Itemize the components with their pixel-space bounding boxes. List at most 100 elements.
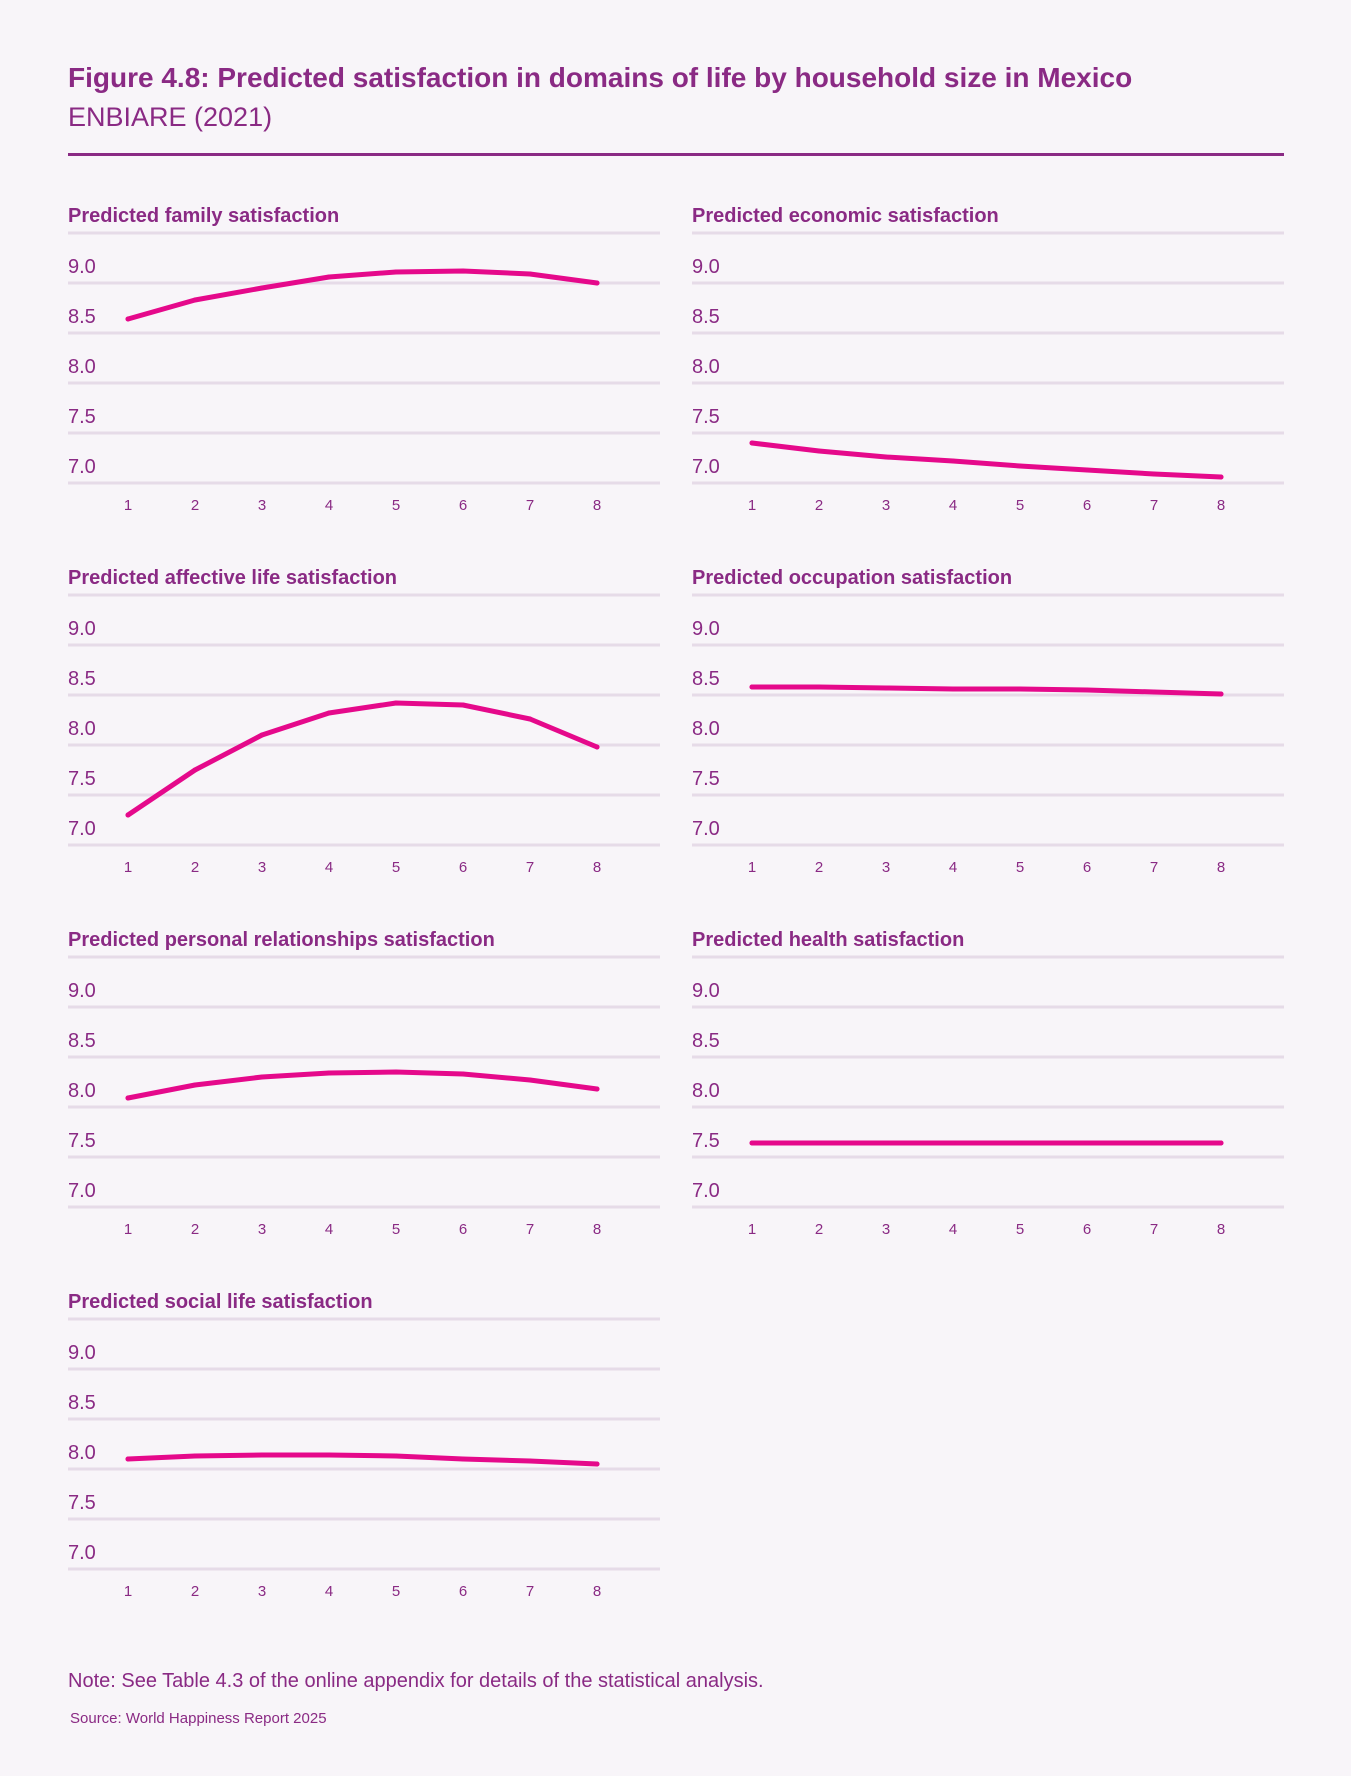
x-tick-label: 1 xyxy=(748,859,756,876)
data-point xyxy=(883,685,889,691)
data-point xyxy=(1218,1140,1224,1146)
x-tick-label: 5 xyxy=(392,497,400,514)
x-tick-label: 3 xyxy=(258,497,266,514)
y-tick-label: 9.0 xyxy=(68,980,96,1002)
data-point xyxy=(594,1461,600,1467)
data-point xyxy=(460,1456,466,1462)
data-point xyxy=(460,1071,466,1077)
series-line xyxy=(125,268,600,322)
chart-panel: Predicted affective life satisfaction 9.0… xyxy=(68,567,660,887)
y-tick-label: 8.5 xyxy=(68,1392,96,1414)
chart-title: Predicted affective life satisfaction xyxy=(68,567,398,589)
chart-panel: Predicted health satisfaction 9.0 8.5 8.0 7.… xyxy=(692,929,1284,1249)
y-tick-label: 7.5 xyxy=(68,406,96,428)
data-point xyxy=(527,1458,533,1464)
data-point xyxy=(1151,471,1157,477)
chart-title: Predicted family satisfaction xyxy=(68,205,340,227)
x-tick-label: 8 xyxy=(1217,1221,1225,1238)
x-tick-label: 7 xyxy=(526,859,534,876)
x-tick-label: 1 xyxy=(124,497,132,514)
data-point xyxy=(460,702,466,708)
data-point xyxy=(1017,463,1023,469)
x-tick-label: 7 xyxy=(1150,497,1158,514)
chart-panel: Predicted occupation satisfaction 9.0 8.5 8… xyxy=(692,567,1284,887)
x-tick-label: 4 xyxy=(325,1221,333,1238)
x-tick-label: 2 xyxy=(191,1221,199,1238)
chart-title: Predicted health satisfaction xyxy=(692,929,965,951)
line-chart: 9.0 8.5 8.0 7.5 7.0 1 2 3 4 5 6 7 8 xyxy=(692,593,1284,876)
x-tick-label: 4 xyxy=(949,859,957,876)
y-tick-label: 8.5 xyxy=(692,306,720,328)
x-tick-label: 7 xyxy=(1150,1221,1158,1238)
x-tick-label: 1 xyxy=(124,1583,132,1600)
data-point xyxy=(125,812,131,818)
data-point xyxy=(259,285,265,291)
y-tick-label: 7.0 xyxy=(692,456,720,478)
data-point xyxy=(527,716,533,722)
y-tick-label: 8.5 xyxy=(692,1030,720,1052)
source-credit: Source: World Happiness Report 2025 xyxy=(70,1710,327,1727)
y-tick-label: 8.5 xyxy=(692,668,720,690)
y-tick-label: 8.0 xyxy=(68,356,96,378)
data-point xyxy=(1151,689,1157,695)
data-point xyxy=(1151,1140,1157,1146)
figure-title: Figure 4.8: Predicted satisfaction in do… xyxy=(68,62,1133,93)
data-point xyxy=(816,684,822,690)
data-point xyxy=(259,1452,265,1458)
series-line xyxy=(125,1069,600,1101)
y-tick-label: 8.0 xyxy=(692,718,720,740)
x-tick-label: 2 xyxy=(815,859,823,876)
data-point xyxy=(393,1453,399,1459)
y-tick-label: 8.5 xyxy=(68,668,96,690)
y-tick-label: 7.5 xyxy=(692,768,720,790)
x-tick-label: 4 xyxy=(325,497,333,514)
chart-panel: Predicted personal relationships satisfa… xyxy=(68,929,660,1249)
x-tick-label: 3 xyxy=(882,859,890,876)
x-tick-label: 3 xyxy=(258,1583,266,1600)
x-tick-label: 5 xyxy=(392,1221,400,1238)
x-tick-label: 5 xyxy=(1016,1221,1024,1238)
data-point xyxy=(1017,686,1023,692)
x-tick-label: 5 xyxy=(1016,859,1024,876)
data-point xyxy=(326,710,332,716)
x-tick-label: 2 xyxy=(815,497,823,514)
x-tick-label: 6 xyxy=(1083,859,1091,876)
data-point xyxy=(950,1140,956,1146)
x-tick-label: 6 xyxy=(1083,1221,1091,1238)
data-point xyxy=(749,684,755,690)
series-line xyxy=(125,1452,600,1467)
data-point xyxy=(594,744,600,750)
figure-subtitle: ENBIARE (2021) xyxy=(68,102,273,132)
data-point xyxy=(393,1069,399,1075)
y-tick-label: 8.5 xyxy=(68,1030,96,1052)
x-tick-label: 4 xyxy=(949,497,957,514)
data-point xyxy=(594,1086,600,1092)
y-tick-label: 7.0 xyxy=(68,818,96,840)
x-tick-label: 3 xyxy=(258,859,266,876)
x-tick-label: 7 xyxy=(1150,859,1158,876)
x-tick-label: 8 xyxy=(593,1221,601,1238)
line-chart: 9.0 8.5 8.0 7.5 7.0 1 2 3 4 5 6 7 8 xyxy=(68,955,660,1238)
y-tick-label: 9.0 xyxy=(692,256,720,278)
x-tick-label: 5 xyxy=(392,1583,400,1600)
data-point xyxy=(950,686,956,692)
x-tick-label: 7 xyxy=(526,1221,534,1238)
y-tick-label: 9.0 xyxy=(68,256,96,278)
y-tick-label: 8.0 xyxy=(68,1442,96,1464)
header-divider xyxy=(68,153,1284,156)
data-point xyxy=(192,297,198,303)
x-tick-label: 6 xyxy=(459,497,467,514)
y-tick-label: 8.0 xyxy=(692,356,720,378)
x-tick-label: 3 xyxy=(258,1221,266,1238)
series-line xyxy=(749,440,1224,480)
data-point xyxy=(527,1077,533,1083)
y-tick-label: 7.5 xyxy=(692,406,720,428)
data-point xyxy=(816,1140,822,1146)
x-tick-label: 8 xyxy=(593,1583,601,1600)
line-chart: 9.0 8.5 8.0 7.5 7.0 1 2 3 4 5 6 7 8 xyxy=(68,593,660,876)
data-point xyxy=(1218,691,1224,697)
data-point xyxy=(125,1095,131,1101)
x-tick-label: 4 xyxy=(949,1221,957,1238)
y-tick-label: 9.0 xyxy=(692,618,720,640)
x-tick-label: 2 xyxy=(191,497,199,514)
